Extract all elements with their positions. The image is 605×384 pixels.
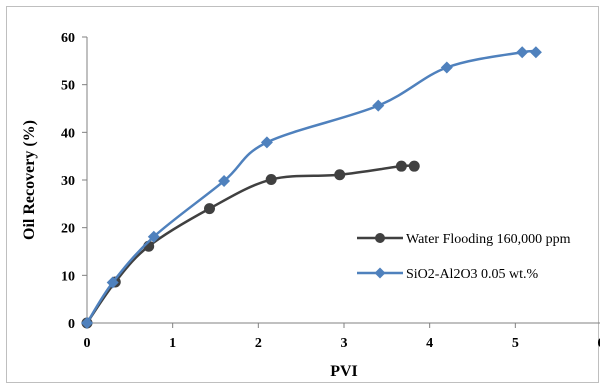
x-tick-label: 3 [341, 336, 348, 351]
data-point-sio2-al2o3 [440, 61, 453, 74]
line-chart: 0 1 2 3 4 5 6 0 10 20 30 40 50 60 Oil Recovery (%) P… [21, 31, 601, 380]
data-point-sio2-al2o3 [147, 230, 160, 243]
y-tick-label: 50 [61, 79, 75, 94]
legend-item-water-flooding: Water Flooding 160,000 ppm [357, 232, 571, 247]
data-point-water-flooding [408, 160, 420, 172]
data-point-water-flooding [395, 160, 407, 172]
y-tick-label: 20 [61, 222, 75, 237]
x-ticks: 0 1 2 3 4 5 6 [84, 323, 601, 351]
series-line-sio2-al2o3 [85, 49, 537, 324]
x-tick-label: 1 [169, 336, 176, 351]
x-tick-label: 6 [598, 336, 601, 351]
legend: Water Flooding 160,000 ppm SiO2-Al2O3 0.… [357, 232, 571, 282]
legend-item-sio2-al2o3: SiO2-Al2O3 0.05 wt.% [357, 267, 539, 282]
y-tick-label: 60 [61, 31, 75, 46]
y-tick-label: 30 [61, 174, 75, 189]
legend-marker-sio2-al2o3 [374, 267, 386, 279]
y-ticks: 0 10 20 30 40 50 60 [61, 31, 87, 332]
chart-container: 0 1 2 3 4 5 6 0 10 20 30 40 50 60 Oil Recovery (%) P… [6, 6, 601, 383]
data-point-sio2-al2o3 [372, 99, 385, 112]
data-point-sio2-al2o3 [516, 46, 529, 59]
data-point-water-flooding [204, 203, 216, 215]
series-layer [81, 46, 542, 329]
x-tick-label: 2 [255, 336, 262, 351]
x-tick-label: 0 [84, 336, 91, 351]
y-axis-title: Oil Recovery (%) [21, 120, 38, 240]
data-point-water-flooding [265, 174, 277, 186]
legend-label-sio2-al2o3: SiO2-Al2O3 0.05 wt.% [406, 267, 539, 282]
x-tick-label: 4 [426, 336, 433, 351]
legend-marker-water-flooding [375, 233, 385, 243]
data-point-sio2-al2o3 [218, 174, 231, 187]
y-tick-label: 10 [61, 269, 75, 284]
data-point-water-flooding [334, 169, 346, 181]
y-tick-label: 40 [61, 126, 75, 141]
data-point-sio2-al2o3 [81, 317, 93, 329]
legend-label-water-flooding: Water Flooding 160,000 ppm [406, 232, 571, 247]
x-tick-label: 5 [512, 336, 519, 351]
data-point-sio2-al2o3 [106, 276, 119, 289]
data-point-sio2-al2o3 [529, 46, 542, 59]
y-tick-label: 0 [68, 317, 75, 332]
data-point-sio2-al2o3 [260, 136, 273, 149]
x-axis-title: PVI [330, 363, 358, 380]
series-line-water-flooding [85, 164, 415, 324]
